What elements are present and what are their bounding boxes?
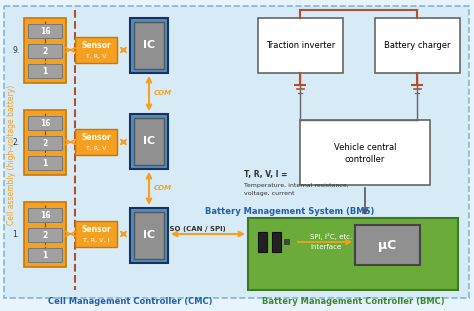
Text: Battery charger: Battery charger [384,41,451,50]
Text: IC: IC [143,137,155,146]
Bar [28,116,62,130]
Text: Temperature, internal resistance,: Temperature, internal resistance, [244,183,349,188]
Bar [28,228,62,242]
Text: T, R, V, I =: T, R, V, I = [244,170,287,179]
Bar [134,22,164,69]
Text: 16: 16 [40,118,50,128]
Bar [75,37,117,63]
Text: 1: 1 [42,159,47,168]
Text: 2: 2 [42,138,47,147]
Bar [272,232,281,252]
Text: Sensor: Sensor [81,40,111,49]
Text: COM: COM [154,185,172,191]
Text: Battery Management Controller (BMC): Battery Management Controller (BMC) [262,298,444,307]
Bar [130,114,168,169]
Bar [258,232,267,252]
Text: IC: IC [143,40,155,50]
Bar [75,129,117,155]
Text: μC: μC [378,239,397,252]
Bar [28,156,62,170]
Bar [130,18,168,73]
Text: Vehicle central: Vehicle central [334,143,396,152]
Text: Battery Management System (BMS): Battery Management System (BMS) [205,207,374,216]
Text: ISO (CAN / SPI): ISO (CAN / SPI) [167,226,225,232]
Text: Sensor: Sensor [81,225,111,234]
Text: COM: COM [154,90,172,96]
Bar [284,239,289,244]
Text: Interface: Interface [310,244,341,250]
Text: Traction inverter: Traction inverter [266,41,335,50]
Text: 1.: 1. [12,230,19,239]
Bar [28,24,62,38]
Text: T, R, V: T, R, V [86,146,106,151]
Bar [24,202,66,267]
Text: 2: 2 [42,47,47,55]
Text: 1: 1 [42,67,47,76]
Bar [24,18,66,83]
Bar [28,136,62,150]
Bar [28,248,62,262]
Bar [130,208,168,263]
Text: Cell Management Controller (CMC): Cell Management Controller (CMC) [48,298,212,307]
Bar [28,64,62,78]
Text: IC: IC [143,230,155,240]
Text: SPI, I²C, etc.: SPI, I²C, etc. [310,234,352,240]
Bar [28,44,62,58]
Bar [355,225,420,265]
Bar [248,218,458,290]
Text: 2.: 2. [12,138,19,147]
Bar [134,212,164,259]
Text: 1: 1 [42,250,47,259]
Text: voltage, current: voltage, current [244,192,294,197]
Text: controller: controller [345,155,385,164]
Text: T, R, V, I: T, R, V, I [83,238,109,243]
Text: T, R, V: T, R, V [86,53,106,58]
Bar [258,18,343,73]
Text: 2: 2 [42,230,47,239]
Text: 16: 16 [40,26,50,35]
Bar [300,120,430,185]
Text: 16: 16 [40,211,50,220]
Text: 9.: 9. [12,46,19,55]
Bar [75,221,117,247]
Bar [375,18,460,73]
Bar [24,110,66,175]
Bar [134,118,164,165]
Bar [28,208,62,222]
Text: Cell assembly (high-voltage battery): Cell assembly (high-voltage battery) [7,85,16,225]
Text: Sensor: Sensor [81,132,111,142]
